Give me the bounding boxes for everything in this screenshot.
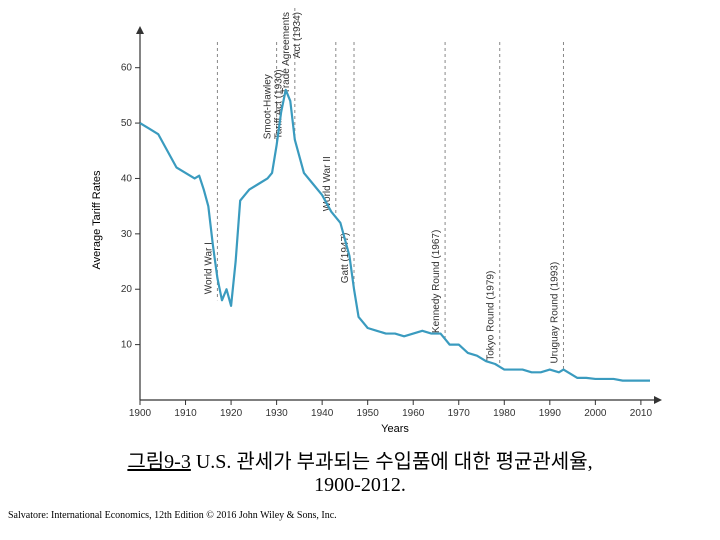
svg-text:Trade Agreements: Trade Agreements	[281, 12, 292, 94]
svg-text:Smoot-Hawley: Smoot-Hawley	[263, 74, 274, 139]
chart-container: 10 20 30 40 50 60 1900 1910 1920 1930 1940 1950 1960…	[0, 0, 720, 440]
footer-credit: Salvatore: International Economics, 12th…	[8, 510, 337, 521]
svg-text:2000: 2000	[584, 408, 607, 419]
figure-caption: 그림9-3 U.S. 관세가 부과되는 수입품에 대한 평균관세율, 1900-…	[0, 445, 720, 497]
svg-text:Uruguay Round (1993): Uruguay Round (1993)	[549, 262, 560, 364]
svg-text:60: 60	[121, 63, 133, 74]
svg-text:1900: 1900	[129, 408, 152, 419]
svg-text:Act (1934): Act (1934)	[292, 12, 303, 58]
caption-line2: 1900-2012.	[314, 474, 406, 496]
svg-text:Tokyo Round (1979): Tokyo Round (1979)	[486, 271, 497, 361]
svg-text:1910: 1910	[174, 408, 197, 419]
caption-prefix: 그림9-3	[127, 451, 190, 473]
svg-text:Kennedy Round (1967): Kennedy Round (1967)	[431, 230, 442, 333]
svg-text:Average Tariff Rates: Average Tariff Rates	[91, 170, 103, 270]
svg-text:2010: 2010	[630, 408, 653, 419]
svg-text:1920: 1920	[220, 408, 243, 419]
svg-text:Years: Years	[381, 423, 409, 435]
svg-text:1940: 1940	[311, 408, 334, 419]
svg-text:1970: 1970	[448, 408, 471, 419]
tariff-chart: 10 20 30 40 50 60 1900 1910 1920 1930 1940 1950 1960…	[0, 0, 720, 440]
svg-text:20: 20	[121, 284, 133, 295]
svg-text:1990: 1990	[539, 408, 562, 419]
svg-text:10: 10	[121, 340, 133, 351]
svg-text:50: 50	[121, 118, 133, 129]
svg-text:1980: 1980	[493, 408, 516, 419]
caption-line1: U.S. 관세가 부과되는 수입품에 대한 평균관세율,	[191, 451, 593, 473]
svg-text:1930: 1930	[265, 408, 288, 419]
svg-text:1960: 1960	[402, 408, 425, 419]
svg-text:30: 30	[121, 229, 133, 240]
svg-text:1950: 1950	[357, 408, 380, 419]
svg-text:40: 40	[121, 173, 133, 184]
